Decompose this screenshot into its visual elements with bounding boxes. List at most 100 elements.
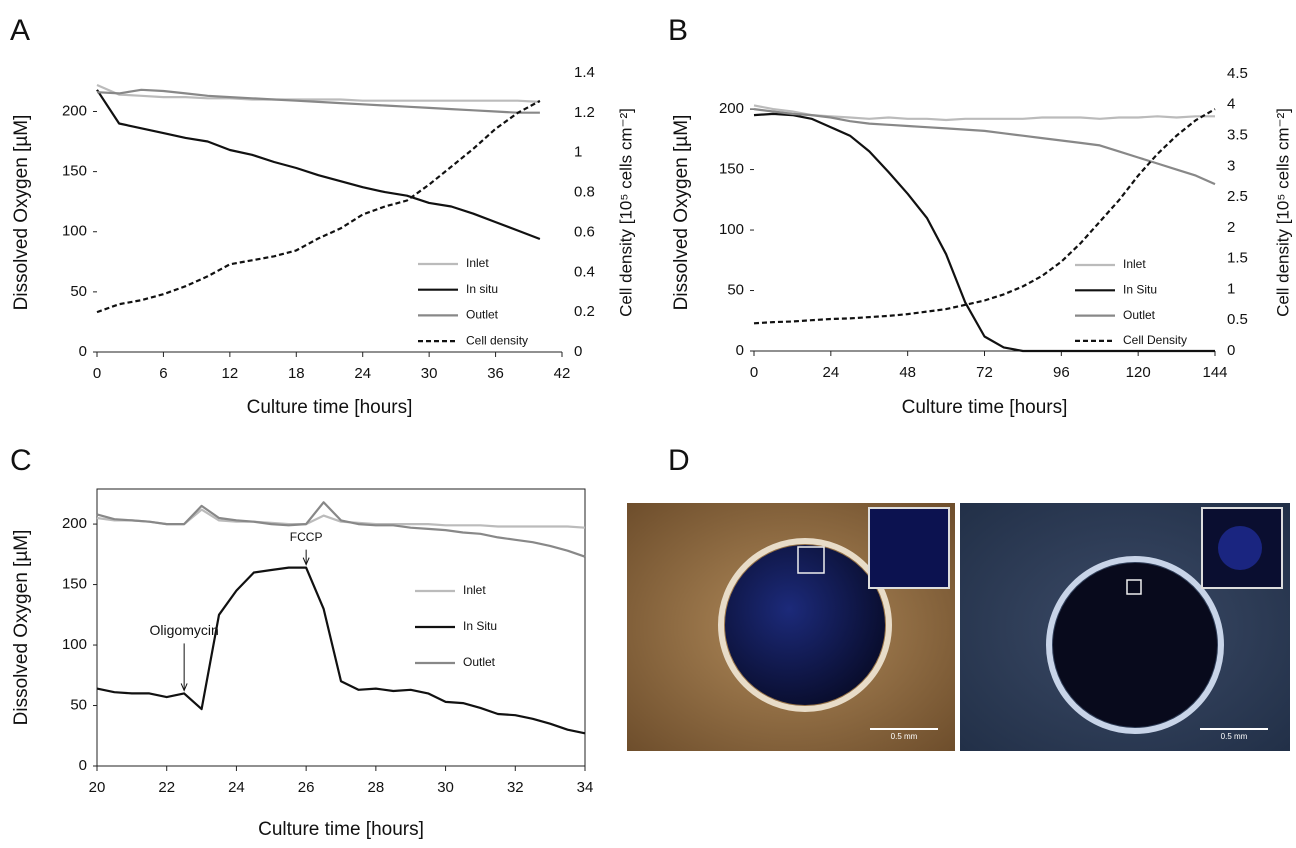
y-tick-label: 50 xyxy=(727,281,744,298)
y2-tick-label: 2.5 xyxy=(1227,188,1248,205)
series-line xyxy=(96,99,541,314)
series-line xyxy=(96,566,586,735)
y-axis-title: Dissolved Oxygen [µM] xyxy=(11,530,32,726)
y2-tick-label: 3 xyxy=(1227,157,1235,174)
panel-label: C xyxy=(10,444,32,477)
x-tick-label: 28 xyxy=(368,779,385,796)
legend-label: Cell Density xyxy=(1123,333,1187,347)
x-tick-label: 32 xyxy=(507,779,524,796)
y-tick-label: 0 xyxy=(79,343,87,360)
series-line xyxy=(96,501,586,558)
y-tick-label: 150 xyxy=(719,161,744,178)
y2-axis-title: Cell density [10⁵ cells cm⁻²] xyxy=(616,108,635,317)
y2-tick-label: 4 xyxy=(1227,96,1235,113)
x-axis-title: Culture time [hours] xyxy=(902,397,1068,418)
legend-label: Inlet xyxy=(463,583,486,597)
series-line xyxy=(96,89,541,241)
y2-tick-label: 2 xyxy=(1227,219,1235,236)
y-tick-label: 150 xyxy=(62,163,87,180)
arrow-head xyxy=(302,557,310,566)
y-axis-title: Dissolved Oxygen [µM] xyxy=(11,115,32,311)
series-line xyxy=(753,112,1215,353)
series-line xyxy=(753,108,1216,186)
y2-tick-label: 0.4 xyxy=(574,263,595,280)
y-tick-label: 100 xyxy=(62,223,87,240)
y-tick-label: 0 xyxy=(736,342,744,359)
series-line xyxy=(96,88,540,114)
x-tick-label: 72 xyxy=(976,364,993,381)
x-tick-label: 48 xyxy=(899,364,916,381)
legend-label: Cell density xyxy=(466,333,528,347)
plot-frame xyxy=(96,488,586,767)
x-tick-label: 26 xyxy=(298,779,315,796)
y2-tick-label: 1 xyxy=(574,144,582,161)
legend-label: Outlet xyxy=(466,308,499,322)
legend-label: Inlet xyxy=(1123,257,1146,271)
bead-rim xyxy=(718,538,892,712)
y-tick-label: 150 xyxy=(62,576,87,593)
legend-label: Outlet xyxy=(463,655,496,669)
bead xyxy=(1053,563,1217,727)
x-tick-label: 34 xyxy=(577,779,594,796)
annotation-label: Oligomycin xyxy=(150,622,219,638)
legend-label: In Situ xyxy=(463,619,497,633)
x-axis-title: Culture time [hours] xyxy=(258,819,424,840)
y2-tick-label: 1 xyxy=(1227,280,1235,297)
panel-label: A xyxy=(10,14,30,47)
y-tick-label: 200 xyxy=(62,102,87,119)
x-tick-label: 0 xyxy=(93,365,101,382)
zoom-box xyxy=(797,546,825,574)
bead xyxy=(725,545,885,705)
legend-label: In Situ xyxy=(1123,282,1157,296)
x-tick-label: 24 xyxy=(822,364,839,381)
panel-label: D xyxy=(668,444,690,477)
y2-tick-label: 1.2 xyxy=(574,104,595,121)
y-tick-label: 100 xyxy=(719,221,744,238)
scale-label: 0.5 mm xyxy=(1221,732,1248,741)
y2-tick-label: 1.4 xyxy=(574,64,595,81)
panel-label: B xyxy=(668,14,688,47)
series-line xyxy=(96,83,540,103)
inset-cell xyxy=(1218,526,1262,570)
legend-label: In situ xyxy=(466,282,498,296)
annotation-label: FCCP xyxy=(290,530,323,544)
y2-tick-label: 0.8 xyxy=(574,184,595,201)
y2-tick-label: 1.5 xyxy=(1227,250,1248,267)
y2-tick-label: 0 xyxy=(1227,342,1235,359)
y-tick-label: 200 xyxy=(62,515,87,532)
series-line xyxy=(753,104,1215,122)
x-tick-label: 0 xyxy=(750,364,758,381)
x-tick-label: 24 xyxy=(228,779,245,796)
arrow-head xyxy=(180,683,188,692)
y-tick-label: 50 xyxy=(70,696,87,713)
y-axis-title: Dissolved Oxygen [µM] xyxy=(671,115,692,311)
x-tick-label: 24 xyxy=(354,365,371,382)
x-tick-label: 144 xyxy=(1202,364,1227,381)
y-tick-label: 100 xyxy=(62,636,87,653)
y2-tick-label: 0.2 xyxy=(574,303,595,320)
legend-label: Outlet xyxy=(1123,308,1156,322)
y-tick-label: 0 xyxy=(79,757,87,774)
y2-tick-label: 3.5 xyxy=(1227,127,1248,144)
y2-tick-label: 0 xyxy=(574,343,582,360)
y-tick-label: 50 xyxy=(70,283,87,300)
x-tick-label: 22 xyxy=(158,779,175,796)
inset xyxy=(868,507,950,589)
x-tick-label: 30 xyxy=(437,779,454,796)
series-line xyxy=(753,108,1216,325)
x-tick-label: 6 xyxy=(159,365,167,382)
x-tick-label: 96 xyxy=(1053,364,1070,381)
legend-label: Inlet xyxy=(466,256,489,270)
y2-tick-label: 4.5 xyxy=(1227,65,1248,82)
x-tick-label: 42 xyxy=(554,365,571,382)
zoom-box xyxy=(1126,579,1142,595)
bead-rim xyxy=(1046,556,1224,734)
x-tick-label: 20 xyxy=(89,779,106,796)
x-tick-label: 12 xyxy=(222,365,239,382)
y2-tick-label: 0.6 xyxy=(574,223,595,240)
x-tick-label: 30 xyxy=(421,365,438,382)
y-tick-label: 200 xyxy=(719,100,744,117)
y2-axis-title: Cell density [10⁵ cells cm⁻²] xyxy=(1273,108,1292,317)
x-axis-title: Culture time [hours] xyxy=(247,397,413,418)
